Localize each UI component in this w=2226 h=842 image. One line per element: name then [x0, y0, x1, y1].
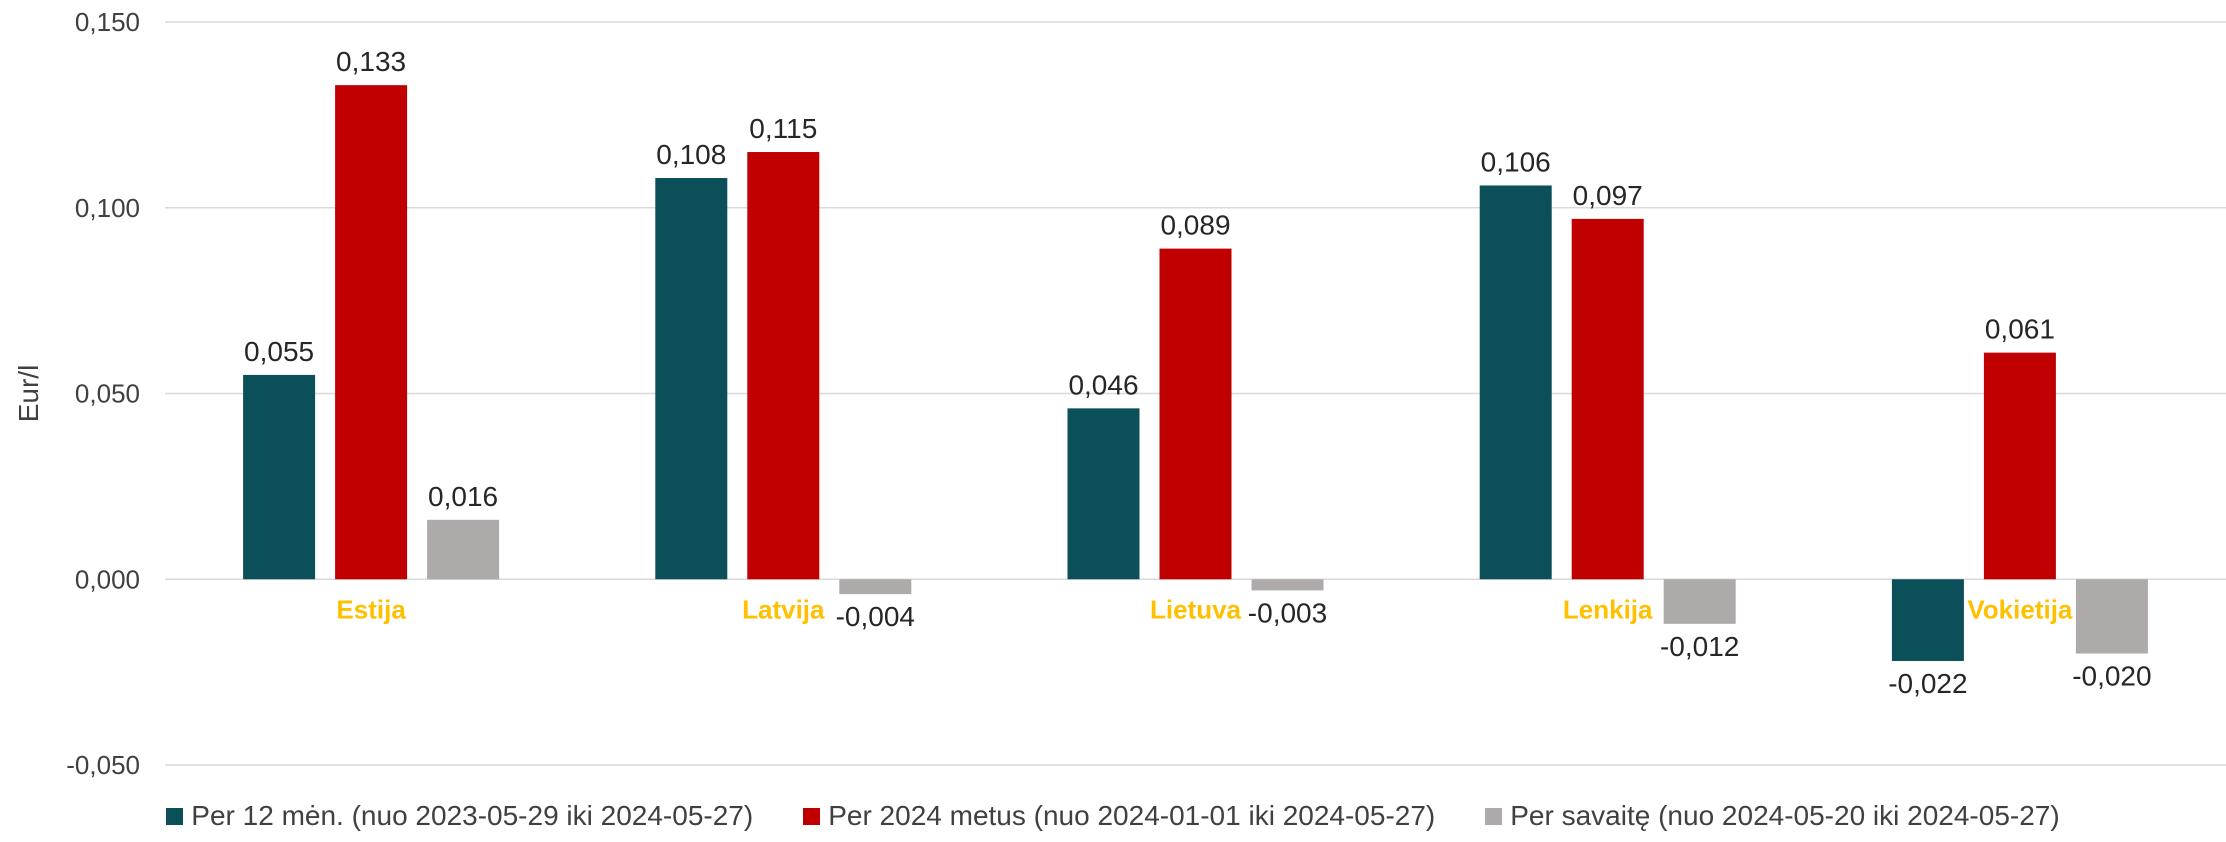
data-label: -0,012	[1660, 631, 1739, 662]
legend-item-2024-year: Per 2024 metus (nuo 2024-01-01 iki 2024-…	[803, 800, 1435, 832]
category-label: Lenkija	[1563, 594, 1653, 624]
legend-item-week: Per savaitę (nuo 2024-05-20 iki 2024-05-…	[1485, 800, 2060, 832]
category-label: Estija	[336, 594, 406, 624]
category-label: Latvija	[742, 594, 825, 624]
bar	[335, 85, 408, 580]
bar	[1891, 579, 1964, 661]
y-tick-label: 0,000	[75, 564, 140, 594]
data-label: 0,097	[1573, 180, 1643, 211]
data-label: 0,106	[1481, 146, 1551, 177]
bar	[747, 152, 820, 580]
legend-label-12-months: Per 12 mėn. (nuo 2023-05-29 iki 2024-05-…	[191, 800, 754, 831]
data-labels: 0,055 0,133 0,016 0,108 0,115 -0,004 0,046 0,08…	[244, 46, 2152, 699]
y-tick-label: 0,100	[75, 193, 140, 223]
legend-swatch-12-months	[166, 807, 184, 825]
bar	[2075, 579, 2148, 654]
bar	[655, 178, 728, 580]
bar	[1479, 185, 1552, 580]
bar	[1159, 248, 1232, 580]
legend-label-2024-year: Per 2024 metus (nuo 2024-01-01 iki 2024-…	[828, 800, 1436, 831]
data-label: -0,022	[1888, 668, 1967, 699]
category-labels: Estija Latvija Lietuva Lenkija Vokietija	[336, 594, 2073, 624]
bar	[427, 519, 500, 580]
data-label: 0,133	[336, 46, 406, 77]
bar	[243, 374, 316, 580]
data-label: 0,016	[428, 481, 498, 512]
data-label: 0,108	[656, 139, 726, 170]
data-label: 0,046	[1068, 369, 1138, 400]
y-tick-label: 0,150	[75, 7, 140, 37]
bar	[1251, 579, 1324, 591]
legend-item-12-months: Per 12 mėn. (nuo 2023-05-29 iki 2024-05-…	[166, 800, 753, 832]
legend-label-week: Per savaitę (nuo 2024-05-20 iki 2024-05-…	[1510, 800, 2060, 831]
data-label: 0,089	[1160, 210, 1230, 241]
data-label: 0,115	[749, 113, 817, 144]
bar	[1983, 352, 2056, 580]
category-label: Lietuva	[1150, 594, 1242, 624]
data-label: -0,020	[2072, 661, 2151, 692]
legend: Per 12 mėn. (nuo 2023-05-29 iki 2024-05-…	[0, 800, 2226, 832]
data-label: 0,061	[1985, 314, 2055, 345]
bar	[1571, 218, 1644, 580]
y-tick-label: 0,050	[75, 379, 140, 409]
legend-swatch-week	[1485, 807, 1503, 825]
data-label: -0,003	[1248, 597, 1327, 628]
legend-swatch-2024-year	[803, 807, 821, 825]
y-axis-label: Eur/l	[13, 365, 44, 423]
bar	[839, 579, 912, 595]
y-tick-label: -0,050	[66, 750, 140, 780]
data-label: -0,004	[836, 601, 915, 632]
bar	[1663, 579, 1736, 624]
data-label: 0,055	[244, 336, 314, 367]
y-axis-ticks: -0,050 0,000 0,050 0,100 0,150	[66, 7, 140, 780]
bar	[1067, 408, 1140, 580]
bars	[243, 85, 2148, 661]
category-label: Vokietija	[1967, 594, 2073, 624]
